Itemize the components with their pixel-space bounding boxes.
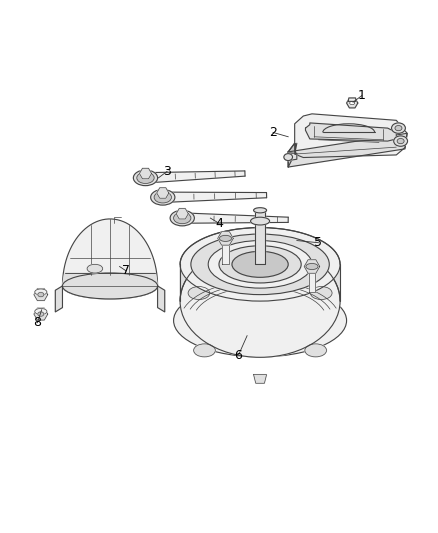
Ellipse shape [180,245,340,357]
Ellipse shape [35,289,47,295]
Polygon shape [55,286,63,312]
Polygon shape [309,266,315,293]
Ellipse shape [63,273,158,299]
Polygon shape [145,171,245,183]
Ellipse shape [194,344,215,357]
Polygon shape [63,273,158,286]
Ellipse shape [38,312,44,316]
Ellipse shape [254,208,267,213]
Ellipse shape [208,240,312,288]
Ellipse shape [311,287,332,300]
Polygon shape [63,219,158,299]
Polygon shape [288,133,407,167]
Ellipse shape [232,252,288,277]
Ellipse shape [173,213,191,224]
Polygon shape [139,168,152,179]
Ellipse shape [219,246,301,283]
Ellipse shape [87,264,102,273]
Ellipse shape [306,263,318,270]
Ellipse shape [38,293,44,297]
Polygon shape [218,232,233,245]
Polygon shape [162,192,267,203]
Ellipse shape [284,154,293,160]
Text: 1: 1 [358,89,366,102]
Text: 6: 6 [234,349,242,362]
Ellipse shape [173,284,346,357]
Ellipse shape [35,309,47,314]
Text: 2: 2 [269,126,277,139]
Polygon shape [157,188,169,198]
Polygon shape [304,260,320,273]
Ellipse shape [154,192,171,203]
Polygon shape [288,143,295,167]
Ellipse shape [188,287,210,300]
Polygon shape [305,123,396,141]
Ellipse shape [219,236,232,241]
Ellipse shape [397,139,404,144]
Polygon shape [176,208,188,219]
Text: 7: 7 [122,264,130,277]
Ellipse shape [180,228,340,301]
Ellipse shape [392,123,406,133]
Polygon shape [348,98,356,101]
Polygon shape [288,114,407,158]
Text: 4: 4 [215,217,223,230]
Ellipse shape [151,190,175,205]
Ellipse shape [394,136,407,146]
Ellipse shape [305,344,326,357]
Ellipse shape [395,126,402,131]
Ellipse shape [251,217,270,225]
Ellipse shape [191,234,329,295]
Polygon shape [254,375,267,383]
Polygon shape [158,286,165,312]
Polygon shape [288,153,297,160]
Polygon shape [180,228,340,301]
Polygon shape [34,308,48,320]
Polygon shape [182,213,288,223]
Text: 8: 8 [33,316,41,329]
Polygon shape [223,238,229,264]
Polygon shape [346,98,358,108]
Ellipse shape [134,170,158,185]
Text: 3: 3 [163,165,171,178]
Polygon shape [255,211,265,264]
Ellipse shape [137,172,154,183]
Text: 5: 5 [314,236,322,249]
Ellipse shape [350,101,355,104]
Polygon shape [34,288,48,301]
Ellipse shape [170,211,194,226]
